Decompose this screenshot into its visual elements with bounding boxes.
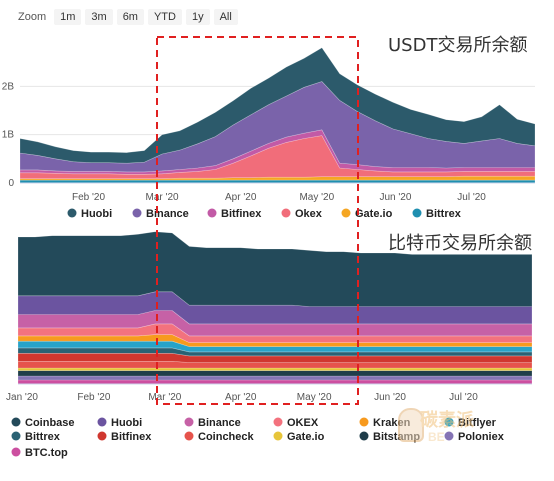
usdt-legend-item-gate-io[interactable]: Gate.io	[341, 208, 393, 220]
btc-legend-item-bittrex[interactable]: Bittrex	[11, 431, 61, 443]
btc-legend-item-coinbase[interactable]: Coinbase	[11, 417, 75, 429]
usdt-legend-item-binance[interactable]: Binance	[132, 208, 189, 220]
legend-marker-icon	[412, 208, 422, 218]
usdt-area-huobi	[19, 47, 536, 164]
btc-x-tick-label: Mar '20	[148, 392, 181, 403]
watermark-logo: 碳素派 BE	[398, 398, 488, 458]
legend-marker-icon	[97, 417, 107, 427]
usdt-x-tick-label: Feb '20	[72, 192, 105, 203]
btc-x-tick-label: May '20	[297, 392, 332, 403]
btc-legend-label: Huobi	[111, 417, 142, 429]
usdt-legend-label: Bitfinex	[221, 208, 262, 220]
legend-marker-icon	[11, 431, 21, 441]
btc-legend-item-okex[interactable]: OKEX	[273, 417, 319, 429]
usdt-legend-item-bittrex[interactable]: Bittrex	[412, 208, 462, 220]
legend-marker-icon	[11, 447, 21, 457]
btc-legend-item-btc-top[interactable]: BTC.top	[11, 447, 69, 459]
btc-legend-label: BTC.top	[25, 447, 68, 459]
zoom-ytd-button[interactable]: YTD	[147, 9, 182, 25]
btc-x-tick-label: Jul '20	[449, 392, 478, 403]
legend-marker-icon	[67, 208, 77, 218]
usdt-legend-item-bitfinex[interactable]: Bitfinex	[207, 208, 263, 220]
usdt-y-tick-label: 0	[8, 178, 14, 189]
zoom-3m-button[interactable]: 3m	[85, 9, 113, 25]
btc-legend-label: Bitfinex	[111, 431, 152, 443]
btc-chart-title: 比特币交易所余额	[388, 233, 532, 254]
btc-area-bitstamp	[17, 370, 533, 377]
zoom-bar: Zoom 1m 3m 6m YTD 1y All	[18, 8, 238, 26]
usdt-legend-label: Okex	[295, 208, 323, 220]
btc-x-tick-label: Apr '20	[225, 392, 257, 403]
usdt-legend-label: Gate.io	[355, 208, 393, 220]
usdt-exchange-balance-chart: 0 1B 2B Feb '20 Mar '20 Apr '20 May '20 Jun '20…	[2, 35, 536, 220]
usdt-x-tick-label: Jul '20	[457, 192, 486, 203]
usdt-x-tick-label: Apr '20	[225, 192, 257, 203]
legend-marker-icon	[184, 417, 194, 427]
btc-legend-item-poloniex[interactable]: Poloniex	[444, 431, 505, 443]
btc-legend-label: Gate.io	[287, 431, 325, 443]
watermark-sub: BE	[428, 430, 445, 444]
highlight-overlay	[156, 36, 359, 405]
btc-legend-item-binance[interactable]: Binance	[184, 417, 241, 429]
usdt-x-tick-label: Mar '20	[146, 192, 179, 203]
zoom-1y-button[interactable]: 1y	[185, 9, 210, 25]
usdt-legend-item-okex[interactable]: Okex	[281, 208, 323, 220]
legend-marker-icon	[273, 417, 283, 427]
legend-marker-icon	[281, 208, 291, 218]
btc-legend-label: Binance	[198, 417, 241, 429]
watermark-text: 碳素派	[420, 410, 474, 431]
mascot-icon	[398, 408, 424, 442]
usdt-legend-item-huobi[interactable]: Huobi	[67, 208, 113, 220]
btc-area-coinbase	[17, 231, 533, 307]
btc-x-tick-label: Jan '20	[6, 392, 38, 403]
btc-legend-item-bitfinex[interactable]: Bitfinex	[97, 431, 153, 443]
btc-exchange-balance-chart: Jan '20 Feb '20 Mar '20 Apr '20 May '20 Jun '…	[6, 231, 533, 459]
btc-legend-item-gate-io[interactable]: Gate.io	[273, 431, 325, 443]
btc-legend-label: Bitflyer	[458, 417, 497, 429]
legend-marker-icon	[341, 208, 351, 218]
legend-marker-icon	[359, 417, 369, 427]
legend-marker-icon	[11, 417, 21, 427]
btc-legend-label: OKEX	[287, 417, 319, 429]
btc-legend-label: Coincheck	[198, 431, 255, 443]
legend-marker-icon	[97, 431, 107, 441]
btc-legend-item-bitflyer[interactable]: Bitflyer	[444, 417, 497, 429]
legend-marker-icon	[359, 431, 369, 441]
legend-marker-icon	[207, 208, 217, 218]
usdt-chart-title: USDT交易所余额	[388, 35, 527, 56]
usdt-y-tick-label: 2B	[2, 81, 15, 92]
btc-x-tick-label: Jun '20	[374, 392, 406, 403]
btc-legend-item-huobi[interactable]: Huobi	[97, 417, 143, 429]
usdt-x-tick-label: Jun '20	[379, 192, 411, 203]
btc-area-poloniex	[17, 375, 533, 381]
zoom-6m-button[interactable]: 6m	[116, 9, 144, 25]
usdt-y-tick-label: 1B	[2, 130, 15, 141]
legend-marker-icon	[132, 208, 142, 218]
btc-area-btc-top	[17, 379, 533, 385]
legend-marker-icon	[184, 431, 194, 441]
zoom-label: Zoom	[18, 11, 47, 23]
btc-legend-label: Poloniex	[458, 431, 505, 443]
btc-area-gate-io	[17, 367, 533, 371]
btc-x-tick-label: Feb '20	[77, 392, 110, 403]
usdt-x-tick-label: May '20	[299, 192, 334, 203]
legend-marker-icon	[273, 431, 283, 441]
btc-legend-label: Coinbase	[25, 417, 75, 429]
usdt-legend-label: Bittrex	[426, 208, 462, 220]
legend-marker-icon	[444, 417, 454, 427]
usdt-legend-label: Huobi	[81, 208, 112, 220]
zoom-1m-button[interactable]: 1m	[54, 9, 82, 25]
usdt-legend-label: Binance	[146, 208, 189, 220]
highlight-dashed-box	[156, 36, 359, 405]
zoom-all-button[interactable]: All	[213, 9, 238, 25]
legend-marker-icon	[444, 431, 454, 441]
btc-legend-label: Bittrex	[25, 431, 61, 443]
btc-legend-item-coincheck[interactable]: Coincheck	[184, 431, 255, 443]
